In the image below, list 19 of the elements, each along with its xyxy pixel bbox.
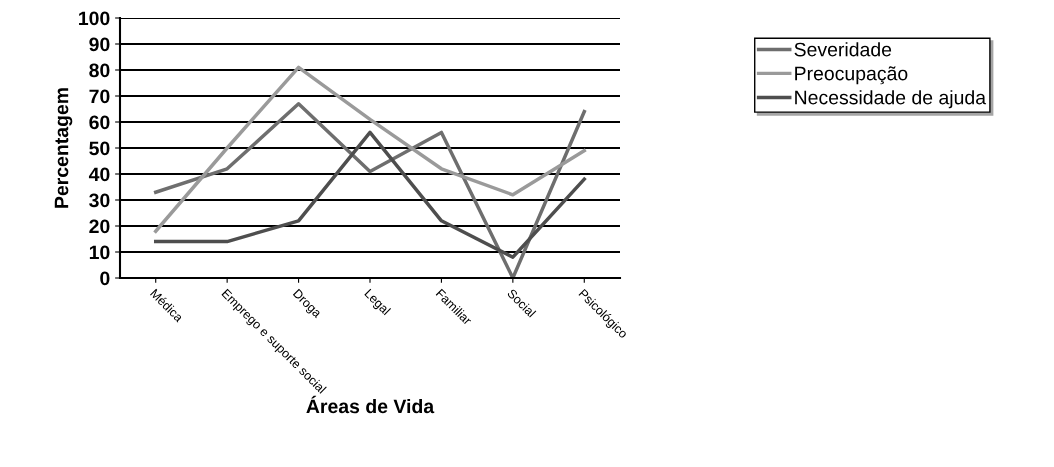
y-tick-label: 60 <box>89 115 110 130</box>
legend-label: Necessidade de ajuda <box>795 90 987 109</box>
line-series <box>153 65 587 233</box>
y-tick-label: 0 <box>100 271 110 286</box>
line-series <box>153 102 587 278</box>
y-tick-label: 50 <box>89 141 110 156</box>
line-series <box>153 130 587 259</box>
y-tick-label: 80 <box>89 63 110 78</box>
y-tick-label: 90 <box>89 37 110 52</box>
y-tick-label: 40 <box>88 167 110 182</box>
y-tick-label: 100 <box>79 11 110 26</box>
y-axis-title: Percentagem <box>54 88 73 208</box>
y-tick-label: 10 <box>89 245 110 260</box>
y-tick-label: 70 <box>89 89 110 104</box>
y-tick-label: 20 <box>89 219 110 234</box>
y-tick-label: 30 <box>89 193 110 208</box>
x-axis-title: Áreas de Vida <box>306 395 435 414</box>
legend-label: Severidade <box>794 42 892 57</box>
legend-label: Preocupação <box>795 66 908 85</box>
